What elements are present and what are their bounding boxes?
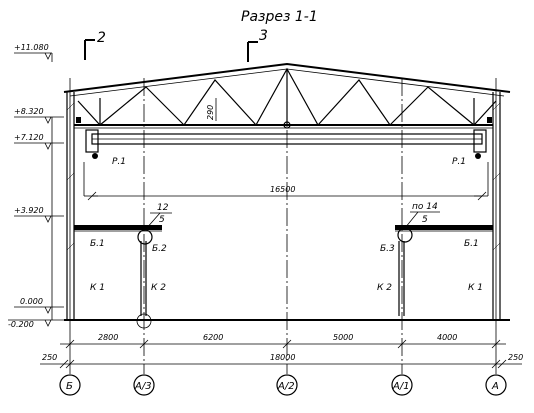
truss-height-label: 290 — [206, 105, 215, 120]
node-callout-1-top: 12 — [157, 203, 169, 213]
beam-label-b1-right: Б.1 — [464, 239, 479, 249]
dim-offset-right: 250 — [508, 353, 523, 362]
axis-bubble-a: А — [485, 374, 507, 396]
node-callout-2-bottom: 5 — [422, 215, 428, 225]
axis-bubble-a1: А/1 — [391, 374, 413, 396]
dim-bay-2: 6200 — [203, 333, 223, 342]
beam-label-b2: Б.2 — [152, 244, 167, 254]
dim-offset-left: 250 — [42, 353, 57, 362]
level-0000: 0.000 — [20, 297, 43, 306]
section-mark-2: 2 — [84, 30, 106, 60]
dim-bay-4: 4000 — [437, 333, 457, 342]
right-wall — [487, 92, 501, 320]
dim-bay-3: 5000 — [333, 333, 353, 342]
node-callout-2-top: по 14 — [412, 202, 438, 212]
beam-label-b1-left: Б.1 — [90, 239, 105, 249]
level-11080: +11.080 — [14, 43, 49, 52]
crane-label-left: Р.1 — [112, 157, 126, 167]
dim-bay-1: 2800 — [98, 333, 118, 342]
axis-bubble-a3: А/3 — [133, 374, 155, 396]
axis-label-a2: А/2 — [277, 381, 295, 392]
left-wall — [66, 92, 81, 320]
section-mark-2-label: 2 — [97, 30, 106, 46]
crane-label-right: Р.1 — [452, 157, 466, 167]
axis-bubble-a2: А/2 — [276, 374, 298, 396]
mezzanine: 12 5 по 14 5 — [74, 202, 493, 245]
level-8320: +8.320 — [14, 107, 44, 116]
dimension-chains — [40, 339, 522, 369]
beam-label-b3: Б.3 — [380, 244, 395, 254]
axis-bubble-b: Б — [59, 374, 81, 396]
column-label-k2-right: К 2 — [377, 283, 392, 293]
drawing-title: Разрез 1-1 — [241, 9, 318, 25]
dim-total: 18000 — [270, 353, 295, 362]
column-label-k1-right: К 1 — [468, 283, 483, 293]
section-mark-3: 3 — [247, 28, 268, 62]
interior-columns — [136, 241, 405, 329]
axis-label-a: А — [491, 381, 499, 392]
section-mark-3-label: 3 — [259, 28, 268, 44]
level-7120: +7.120 — [14, 133, 44, 142]
axis-lines — [69, 78, 497, 374]
node-callout-1-bottom: 5 — [159, 215, 165, 225]
column-label-k1-left: К 1 — [90, 283, 105, 293]
axis-label-a1: А/1 — [392, 381, 410, 392]
crane-span-label: 16500 — [270, 185, 295, 194]
level-3920: +3.920 — [14, 206, 44, 215]
axis-label-b: Б — [66, 381, 73, 392]
column-label-k2-left: К 2 — [151, 283, 166, 293]
level-marks: +11.080 +8.320 +7.120 +3.920 0.000 -0.20… — [8, 43, 64, 329]
level-minus-0200: -0.200 — [8, 320, 34, 329]
axis-label-a3: А/3 — [134, 381, 152, 392]
